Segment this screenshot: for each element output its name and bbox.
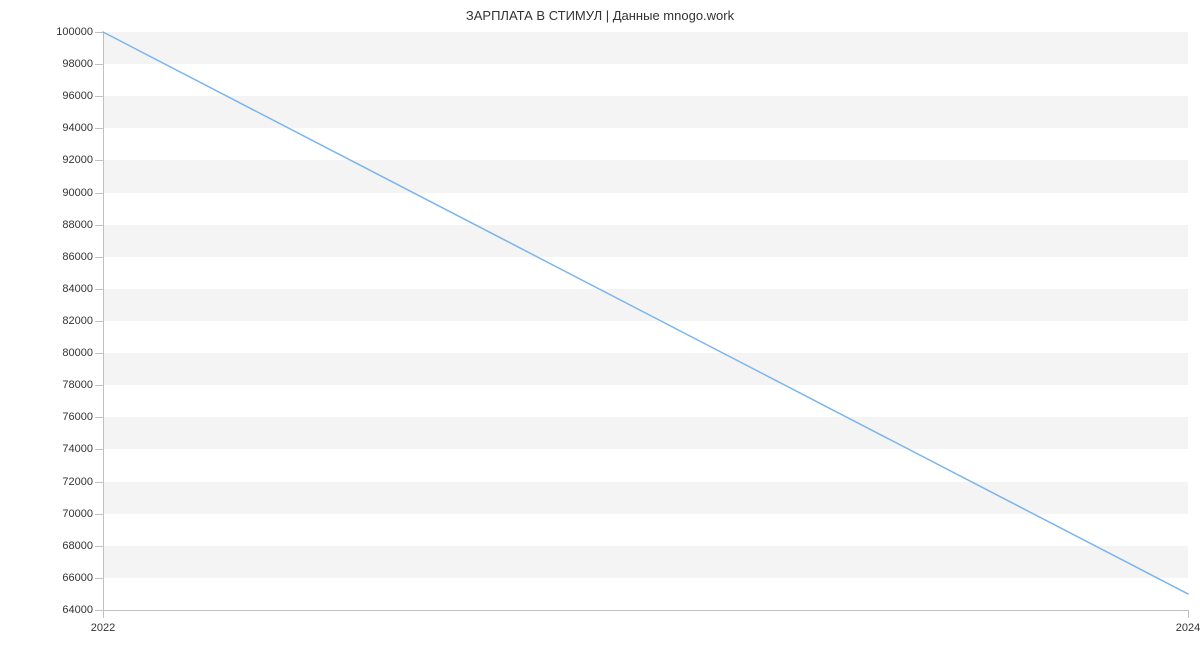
y-tick-label: 72000 [48,476,93,488]
y-tick-label: 98000 [48,58,93,70]
y-tick-label: 96000 [48,90,93,102]
y-tick-mark [95,610,103,611]
y-tick-label: 80000 [48,347,93,359]
y-tick-mark [95,32,103,33]
y-tick-label: 68000 [48,540,93,552]
y-tick-mark [95,321,103,322]
y-tick-mark [95,546,103,547]
y-tick-label: 100000 [48,26,93,38]
x-tick-label: 2022 [91,622,115,634]
x-tick-label: 2024 [1176,622,1200,634]
y-tick-label: 90000 [48,187,93,199]
x-tick-mark [103,610,104,618]
y-tick-label: 64000 [48,604,93,616]
y-tick-mark [95,578,103,579]
y-tick-mark [95,225,103,226]
y-tick-mark [95,160,103,161]
y-tick-label: 82000 [48,315,93,327]
y-tick-label: 86000 [48,251,93,263]
y-tick-mark [95,385,103,386]
y-tick-label: 74000 [48,443,93,455]
series-line-salary [103,32,1188,594]
x-tick-mark [1188,610,1189,618]
y-tick-mark [95,193,103,194]
plot-area: 6400066000680007000072000740007600078000… [103,32,1188,610]
chart-title: ЗАРПЛАТА В СТИМУЛ | Данные mnogo.work [0,8,1200,23]
y-tick-mark [95,449,103,450]
y-tick-label: 70000 [48,508,93,520]
y-tick-mark [95,514,103,515]
x-axis-line [103,610,1188,611]
y-tick-label: 92000 [48,154,93,166]
y-tick-label: 94000 [48,122,93,134]
y-tick-mark [95,257,103,258]
series-layer [103,32,1188,610]
y-tick-mark [95,353,103,354]
y-tick-mark [95,128,103,129]
y-tick-mark [95,417,103,418]
y-tick-mark [95,64,103,65]
y-tick-label: 78000 [48,379,93,391]
y-tick-label: 66000 [48,572,93,584]
salary-line-chart: ЗАРПЛАТА В СТИМУЛ | Данные mnogo.work 64… [0,0,1200,650]
y-tick-label: 84000 [48,283,93,295]
y-tick-label: 88000 [48,219,93,231]
y-tick-label: 76000 [48,411,93,423]
y-tick-mark [95,96,103,97]
y-tick-mark [95,289,103,290]
y-tick-mark [95,482,103,483]
